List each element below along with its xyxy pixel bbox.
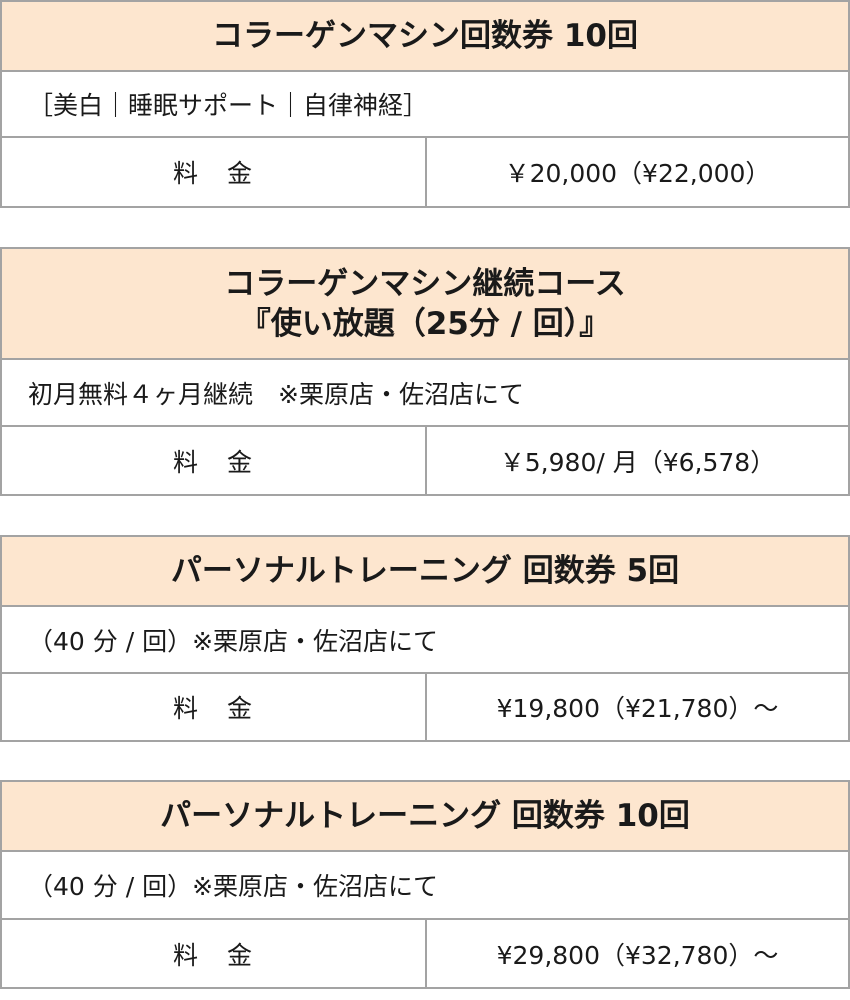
price-value: ￥20,000（¥22,000） <box>504 159 771 188</box>
title-line: コラーゲンマシン継続コース <box>224 265 626 302</box>
plan-table-personal-10: パーソナルトレーニング 回数券 10回 （40 分 / 回）※栗原店・佐沼店にて… <box>0 780 850 989</box>
plan-table-collagen-10: コラーゲンマシン回数券 10回 ［美白｜睡眠サポート｜自律神経］ 料 金 ￥20,… <box>0 0 850 208</box>
plan-title: コラーゲンマシン回数券 10回 <box>2 2 848 72</box>
title-line: パーソナルトレーニング 回数券 5回 <box>170 553 680 589</box>
price-label: 料 金 <box>2 674 427 740</box>
price-row: 料 金 ¥19,800（¥21,780）～ <box>2 674 848 740</box>
price-label: 料 金 <box>2 427 427 494</box>
price-value: ¥29,800（¥32,780）～ <box>496 940 779 970</box>
price-label: 料 金 <box>2 138 427 206</box>
plan-table-collagen-unlimited: コラーゲンマシン継続コース 『使い放題（25分 / 回）』 初月無料４ヶ月継続 ※… <box>0 247 850 496</box>
price-value: ￥5,980/ 月（¥6,578） <box>499 447 776 477</box>
price-row: 料 金 ¥29,800（¥32,780）～ <box>2 920 848 987</box>
plan-title: コラーゲンマシン継続コース 『使い放題（25分 / 回）』 <box>2 249 848 360</box>
price-label: 料 金 <box>2 920 427 987</box>
plan-description: ［美白｜睡眠サポート｜自律神経］ <box>2 72 848 138</box>
price-value: ¥19,800（¥21,780）～ <box>496 694 779 723</box>
plan-title: パーソナルトレーニング 回数券 5回 <box>2 537 848 607</box>
price-row: 料 金 ￥5,980/ 月（¥6,578） <box>2 427 848 494</box>
plan-description: （40 分 / 回）※栗原店・佐沼店にて <box>2 852 848 920</box>
plan-description: （40 分 / 回）※栗原店・佐沼店にて <box>2 607 848 674</box>
price-row: 料 金 ￥20,000（¥22,000） <box>2 138 848 206</box>
title-line: コラーゲンマシン回数券 10回 <box>212 18 638 54</box>
title-line: パーソナルトレーニング 回数券 10回 <box>160 798 690 834</box>
plan-title: パーソナルトレーニング 回数券 10回 <box>2 782 848 852</box>
title-line: 『使い放題（25分 / 回）』 <box>239 305 611 342</box>
plan-table-personal-5: パーソナルトレーニング 回数券 5回 （40 分 / 回）※栗原店・佐沼店にて … <box>0 535 850 742</box>
plan-description: 初月無料４ヶ月継続 ※栗原店・佐沼店にて <box>2 360 848 427</box>
